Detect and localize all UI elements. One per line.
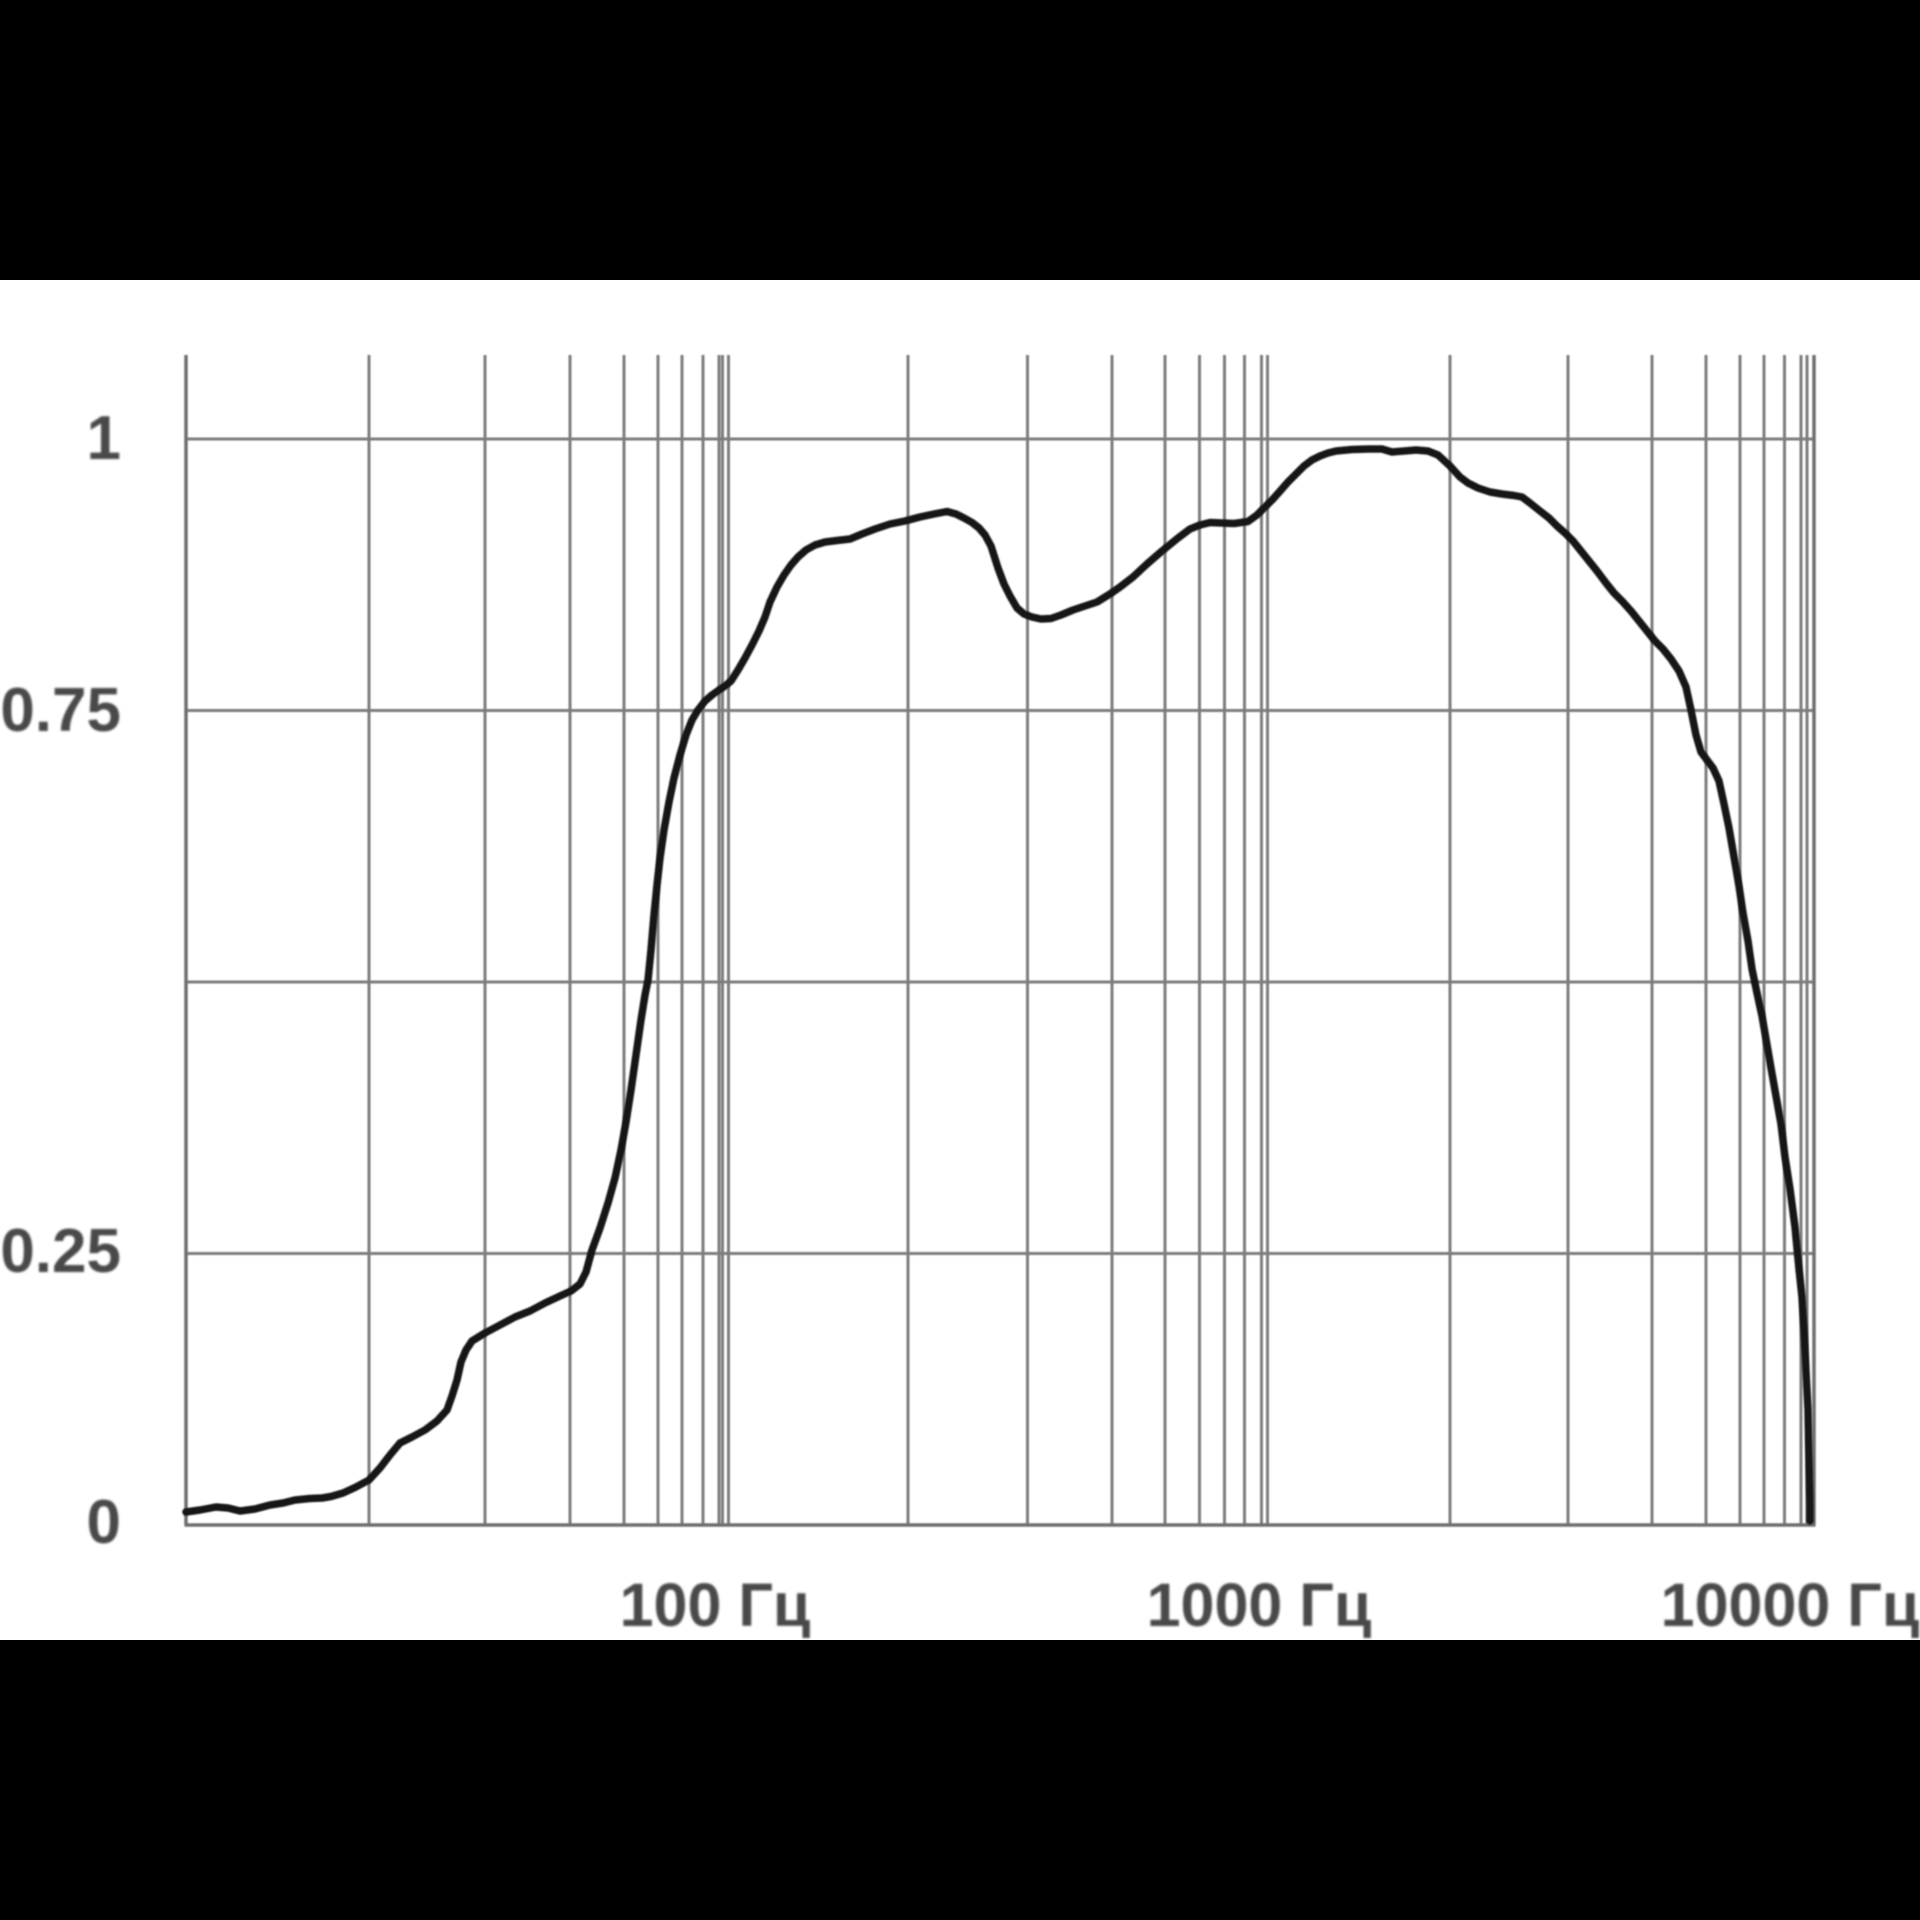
svg-text:0.75: 0.75 [0, 676, 121, 745]
svg-text:0.25: 0.25 [0, 1217, 121, 1286]
svg-text:100 Гц: 100 Гц [620, 1571, 811, 1639]
svg-text:1: 1 [87, 404, 121, 473]
svg-text:10000 Гц: 10000 Гц [1661, 1571, 1920, 1639]
svg-text:1000 Гц: 1000 Гц [1147, 1571, 1372, 1639]
svg-text:0: 0 [87, 1488, 121, 1557]
